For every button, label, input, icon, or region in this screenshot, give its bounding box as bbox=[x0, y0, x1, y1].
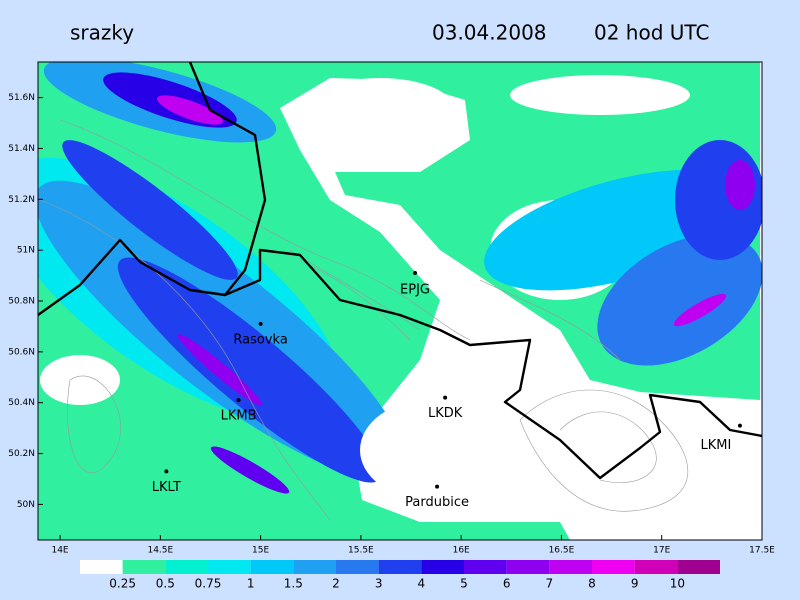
x-tick-label: 15.5E bbox=[348, 546, 374, 556]
colorbar-box bbox=[592, 560, 635, 574]
x-tick-label: 14E bbox=[51, 546, 68, 556]
map-date: 03.04.2008 bbox=[432, 21, 547, 45]
y-tick-label: 51N bbox=[17, 246, 35, 256]
colorbar-label: 0.75 bbox=[195, 577, 222, 591]
x-tick-label: 17.5E bbox=[749, 546, 775, 556]
borders bbox=[38, 62, 762, 480]
station-dot bbox=[435, 484, 440, 489]
colorbar-label: 6 bbox=[503, 577, 511, 591]
station-label: Pardubice bbox=[405, 495, 469, 510]
terrain-contours bbox=[39, 119, 689, 521]
map-time: 02 hod UTC bbox=[594, 21, 709, 45]
x-tick-label: 17E bbox=[653, 546, 670, 556]
station-dot bbox=[236, 398, 241, 403]
colorbar-box bbox=[549, 560, 592, 574]
y-tick-label: 50.6N bbox=[8, 347, 35, 357]
station-label: LKMI bbox=[701, 438, 732, 453]
colorbar-label: 4 bbox=[418, 577, 426, 591]
colorbar-label: 9 bbox=[631, 577, 639, 591]
colorbar-box bbox=[336, 560, 379, 574]
y-tick-label: 50.8N bbox=[8, 297, 35, 307]
station-label: LKMB bbox=[221, 409, 257, 424]
colorbar-label: 0.25 bbox=[109, 577, 136, 591]
station-dot bbox=[258, 321, 263, 326]
colorbar-box bbox=[464, 560, 507, 574]
station-dot bbox=[413, 271, 418, 276]
x-tick-label: 14.5E bbox=[147, 546, 173, 556]
colorbar-label: 7 bbox=[546, 577, 554, 591]
colorbar-box bbox=[293, 560, 336, 574]
y-tick-label: 51.2N bbox=[8, 195, 35, 205]
station-dot bbox=[164, 469, 169, 474]
colorbar-box bbox=[634, 560, 678, 574]
station-label: Rasovka bbox=[233, 332, 287, 347]
x-tick-label: 15E bbox=[252, 546, 269, 556]
colorbar-label: 5 bbox=[460, 577, 468, 591]
colorbar-box bbox=[378, 560, 422, 574]
map-title: srazky bbox=[70, 21, 134, 45]
x-tick-label: 16E bbox=[453, 546, 470, 556]
colorbar-box bbox=[80, 560, 123, 574]
y-tick-label: 50N bbox=[17, 500, 35, 510]
colorbar-box bbox=[506, 560, 550, 574]
colorbar-label: 3 bbox=[375, 577, 383, 591]
precipitation-field bbox=[38, 62, 762, 540]
colorbar-label: 10 bbox=[670, 577, 685, 591]
colorbar-label: 1 bbox=[247, 577, 255, 591]
y-tick-label: 50.2N bbox=[8, 449, 35, 459]
colorbar-label: 2 bbox=[332, 577, 340, 591]
station-dot bbox=[737, 423, 742, 428]
colorbar-label: 8 bbox=[588, 577, 596, 591]
colorbar-box bbox=[208, 560, 251, 574]
station-label: LKLT bbox=[152, 480, 181, 495]
y-tick-label: 51.6N bbox=[8, 93, 35, 103]
y-tick-label: 50.4N bbox=[8, 398, 35, 408]
colorbar-label: 0.5 bbox=[156, 577, 175, 591]
y-tick-label: 51.4N bbox=[8, 144, 35, 154]
colorbar-box bbox=[677, 560, 720, 574]
station-label: EPJG bbox=[400, 283, 430, 298]
station-dot bbox=[443, 395, 448, 400]
colorbar-box bbox=[250, 560, 294, 574]
colorbar-label: 1.5 bbox=[284, 577, 303, 591]
colorbar-box bbox=[421, 560, 464, 574]
x-tick-label: 16.5E bbox=[549, 546, 575, 556]
colorbar-box bbox=[122, 560, 166, 574]
colorbar-box bbox=[165, 560, 208, 574]
station-label: LKDK bbox=[428, 406, 463, 421]
